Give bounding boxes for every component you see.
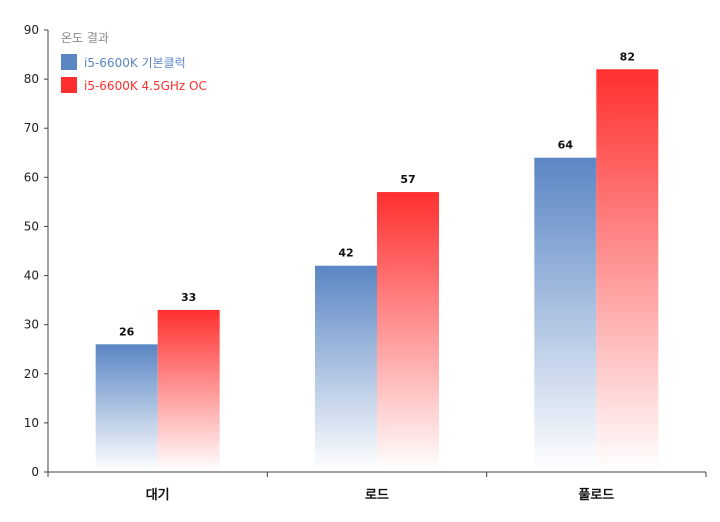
data-label: 33 bbox=[181, 291, 196, 304]
y-tick-label: 50 bbox=[24, 219, 39, 233]
y-tick-label: 90 bbox=[24, 23, 39, 37]
legend-swatch bbox=[61, 77, 77, 93]
bar-series-1 bbox=[315, 265, 377, 471]
data-label: 64 bbox=[558, 139, 574, 152]
axes: 0 10 20 30 40 50 60 70 80 90 대기 로드 풀로드 bbox=[24, 23, 707, 503]
y-tick-label: 70 bbox=[24, 121, 39, 135]
y-tick-label: 0 bbox=[31, 465, 39, 479]
x-tick-label: 로드 bbox=[365, 488, 389, 503]
data-label: 82 bbox=[620, 50, 635, 63]
legend-entry: i5-6600K 4.5GHz OC bbox=[84, 79, 207, 93]
bar-series-1 bbox=[95, 344, 158, 471]
y-tick-label: 10 bbox=[24, 416, 39, 430]
y-tick-label: 20 bbox=[24, 367, 39, 381]
data-labels: 26 33 42 57 64 82 bbox=[119, 50, 635, 338]
x-tick-label: 풀로드 bbox=[578, 488, 614, 503]
legend-entry: i5-6600K 기본클럭 bbox=[84, 56, 186, 70]
y-tick-label: 40 bbox=[24, 269, 39, 283]
bar-series-2 bbox=[157, 309, 220, 471]
y-tick-label: 60 bbox=[24, 170, 39, 184]
bar-series-1 bbox=[534, 157, 597, 471]
bar-series-2 bbox=[377, 192, 439, 472]
data-label: 26 bbox=[119, 325, 135, 338]
x-tick-label: 대기 bbox=[146, 488, 170, 503]
y-tick-label: 80 bbox=[24, 72, 39, 86]
bars bbox=[95, 69, 659, 472]
bar-series-2 bbox=[596, 69, 659, 472]
legend: 온도 결과 i5-6600K 기본클럭 i5-6600K 4.5GHz OC bbox=[61, 31, 207, 93]
data-label: 57 bbox=[400, 173, 415, 186]
y-tick-label: 30 bbox=[24, 318, 39, 332]
legend-swatch bbox=[61, 54, 77, 70]
legend-title: 온도 결과 bbox=[61, 31, 109, 45]
data-label: 42 bbox=[338, 247, 353, 260]
